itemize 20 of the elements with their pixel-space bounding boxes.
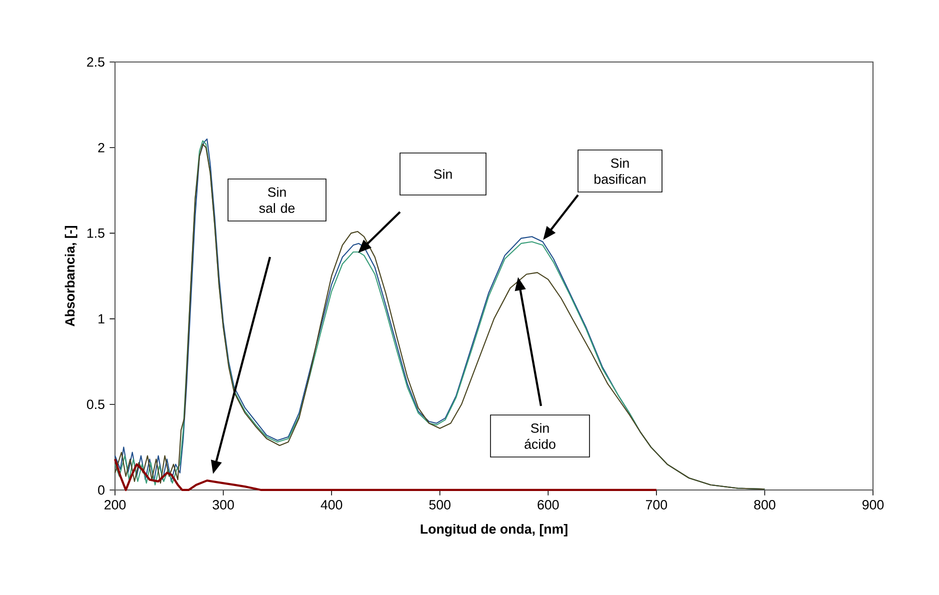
y-tick-label: 2: [98, 142, 104, 152]
x-tick-label: 700: [646, 500, 668, 510]
annotation: Sin ácido: [524, 423, 556, 449]
x-tick-label: 900: [862, 500, 884, 510]
x-axis-title: Longitud de onda, [nm]: [420, 524, 568, 536]
annotation: Sin: [434, 169, 452, 179]
x-tick-label: 500: [429, 500, 450, 510]
x-tick-label: 600: [538, 500, 559, 510]
y-tick-label: 0: [98, 485, 104, 495]
x-tick-label: 200: [104, 500, 126, 510]
y-tick-label: 1: [98, 314, 104, 324]
y-axis-title: Absorbancia, [-]: [64, 226, 78, 326]
x-tick-label: 400: [320, 500, 342, 510]
y-tick-label: 0.5: [86, 400, 104, 410]
y-tick-label: 1.5: [87, 228, 104, 238]
y-tick-label: 2.5: [87, 57, 104, 67]
annotation: Sin sal de: [259, 187, 295, 213]
annotation: Sin basifican: [594, 158, 646, 184]
x-tick-label: 300: [212, 500, 234, 510]
x-tick-label: 800: [754, 500, 776, 510]
